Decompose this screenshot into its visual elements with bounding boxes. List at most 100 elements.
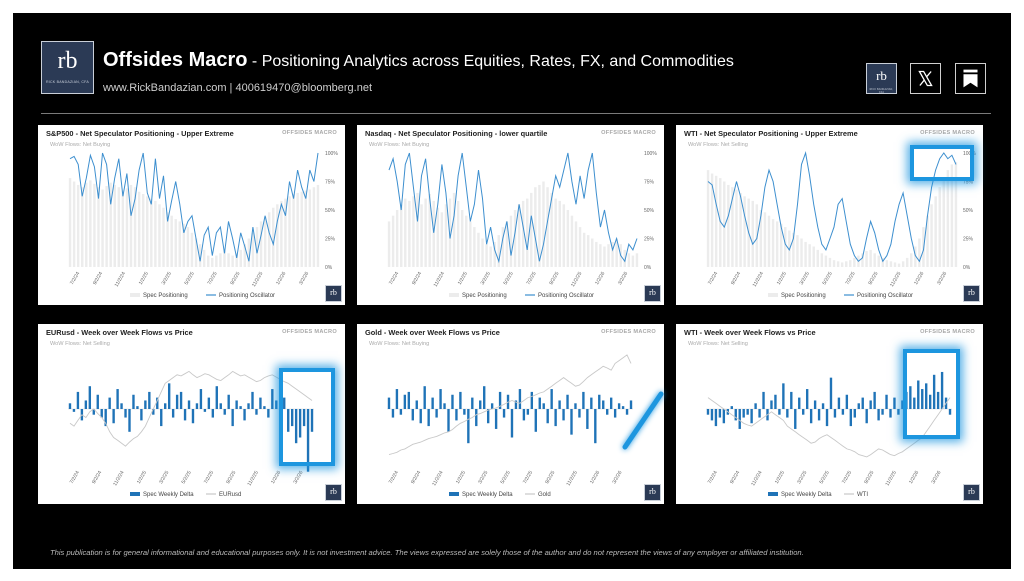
bar [407,391,411,409]
bar [808,244,811,267]
logo-text: rb [649,487,656,496]
bar [263,406,266,409]
legend-label: Positioning Oscillator [538,293,594,299]
highlight-box [903,349,960,439]
bar [284,198,287,267]
chart-brand: OFFSIDES MACRO [601,130,656,136]
chart-svg: 7/2/24 9/2/24 11/2/24 1/2/25 3/2/25 5/2/25 7/2… [706,371,952,498]
bar [203,409,207,412]
bar [191,409,195,424]
bar [465,215,468,267]
bar [215,255,218,267]
legend-swatch [449,293,459,297]
bar [475,409,478,427]
bar [415,400,418,409]
bar [223,409,226,415]
logo-text: rb [968,487,975,496]
bar [841,409,845,415]
bar [436,207,440,267]
bar [113,184,116,267]
bar [455,409,458,421]
bar [166,212,169,267]
legend-swatch [449,492,459,496]
bar [408,200,411,267]
bar [706,170,710,267]
chart-brand: OFFSIDES MACRO [920,329,975,335]
bar [542,181,545,267]
legend-label: Spec Weekly Delta [781,492,832,498]
bar [706,409,710,415]
bar [817,409,821,421]
bar [893,397,896,409]
bar [431,397,434,409]
bar [925,383,928,409]
bar [190,232,194,267]
bar [489,246,492,267]
chart-svg: 100%75%50%25%0%7/2/24 9/2/24 11/2/24 1/2/25… [387,151,657,299]
bar [809,409,813,424]
bar [774,394,777,409]
bookmark-icon[interactable] [955,63,986,94]
bar [219,253,222,267]
bar [167,383,171,409]
bar [179,391,183,409]
bar [211,409,215,418]
bar [625,409,629,415]
legend-swatch [768,492,778,496]
rb-logo-icon[interactable]: rb RICK BANDAZIAN, CFA [866,63,897,94]
bar [267,212,271,267]
bar [423,386,426,409]
bar [219,403,222,409]
bar [164,403,167,409]
bar [207,255,210,267]
bar [494,409,498,429]
bar [609,397,613,409]
bar [456,200,460,267]
bar [718,409,722,418]
bar [948,409,952,415]
bar [743,196,746,267]
chart-panel: 7/2/24 9/2/24 11/2/24 1/2/25 3/2/25 5/2/25 7/2… [357,324,664,504]
bar [160,409,163,427]
bar [463,409,466,415]
bar [316,184,320,267]
y-tick-label: 0% [644,265,652,271]
y-tick-label: 50% [644,208,655,214]
bar [227,253,230,267]
bar [595,241,598,267]
bar [162,207,165,267]
bar [926,215,929,267]
bar [754,403,757,409]
bar [97,187,100,267]
bar [296,192,299,267]
y-tick-label: 100% [963,151,976,157]
bar [913,397,916,409]
bar [251,232,255,267]
y-tick-label: 75% [963,180,974,186]
bar [763,212,767,267]
chart-title: S&P500 - Net Speculator Positioning - Up… [46,129,234,138]
bar [129,184,133,267]
bar [598,394,601,409]
bar [790,391,793,409]
bar [586,409,589,429]
bar [934,196,937,267]
bar [152,409,155,415]
bar [105,186,108,267]
bar [574,403,577,409]
x-logo-icon[interactable] [910,63,941,94]
bar [784,227,787,267]
bar [714,409,718,427]
bar [623,249,626,267]
chart-brand: OFFSIDES MACRO [920,130,975,136]
y-tick-label: 25% [963,237,974,243]
bar [306,409,310,472]
bar [518,389,522,409]
bar [81,187,84,267]
bar [412,196,415,267]
bar [771,219,775,267]
bar [483,386,486,409]
bar [877,409,880,421]
